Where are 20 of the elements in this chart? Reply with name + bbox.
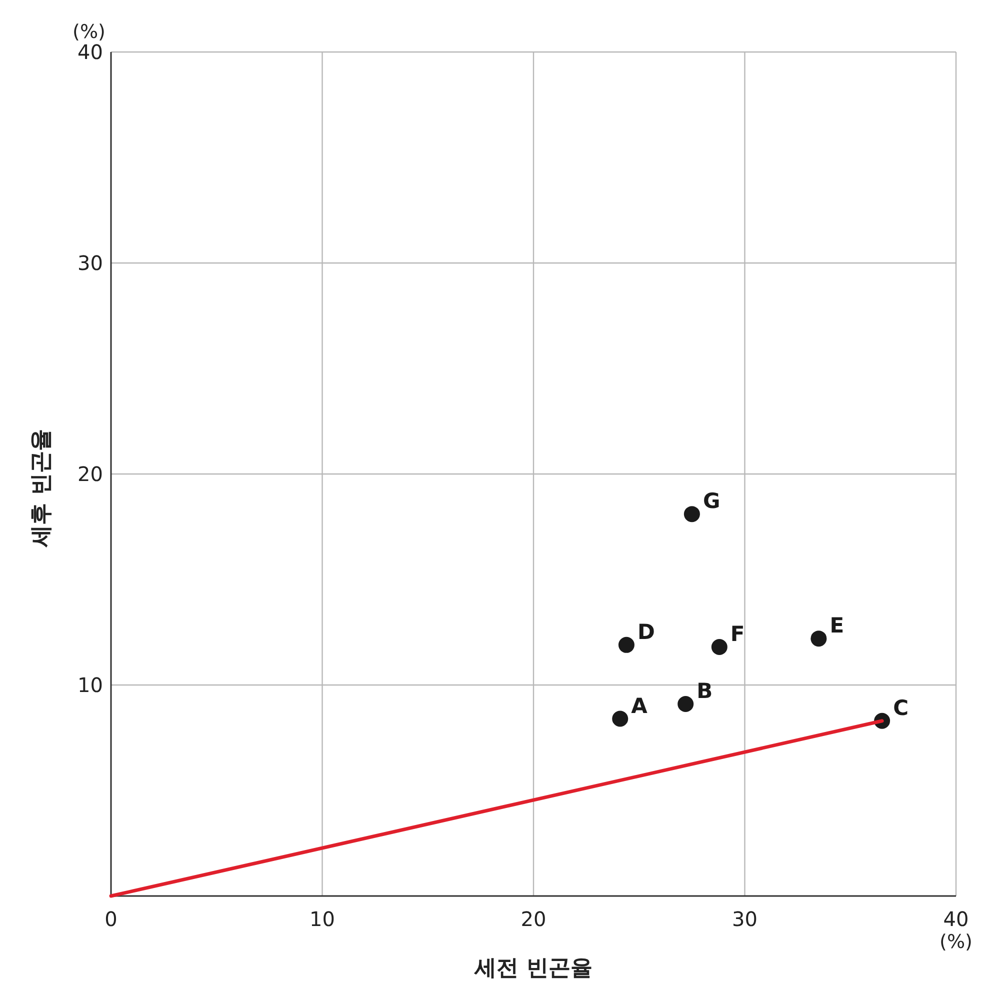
annotation: (%) (940, 931, 972, 953)
x-tick: 10 (310, 907, 335, 931)
x-tick: 20 (520, 907, 546, 931)
point-label: C (893, 696, 908, 720)
x-tick: 0 (104, 907, 118, 931)
x-tick: 40 (943, 907, 969, 931)
point-label: B (696, 679, 713, 703)
y-axis-title: 세후 빈곤율 (29, 429, 54, 547)
point-label: A (631, 694, 648, 718)
y-tick: 10 (78, 673, 103, 697)
point-label: G (702, 489, 720, 514)
x-axis-title: 세전 빈곤율 (474, 956, 592, 981)
point-label: E (830, 614, 844, 638)
point-label: D (637, 620, 655, 644)
annotation: (%) (72, 21, 106, 43)
point-label: F (730, 622, 745, 646)
x-tick: 30 (732, 907, 758, 931)
y-tick: 30 (78, 251, 103, 275)
y-tick: 40 (78, 40, 103, 64)
y-tick: 20 (78, 462, 103, 486)
